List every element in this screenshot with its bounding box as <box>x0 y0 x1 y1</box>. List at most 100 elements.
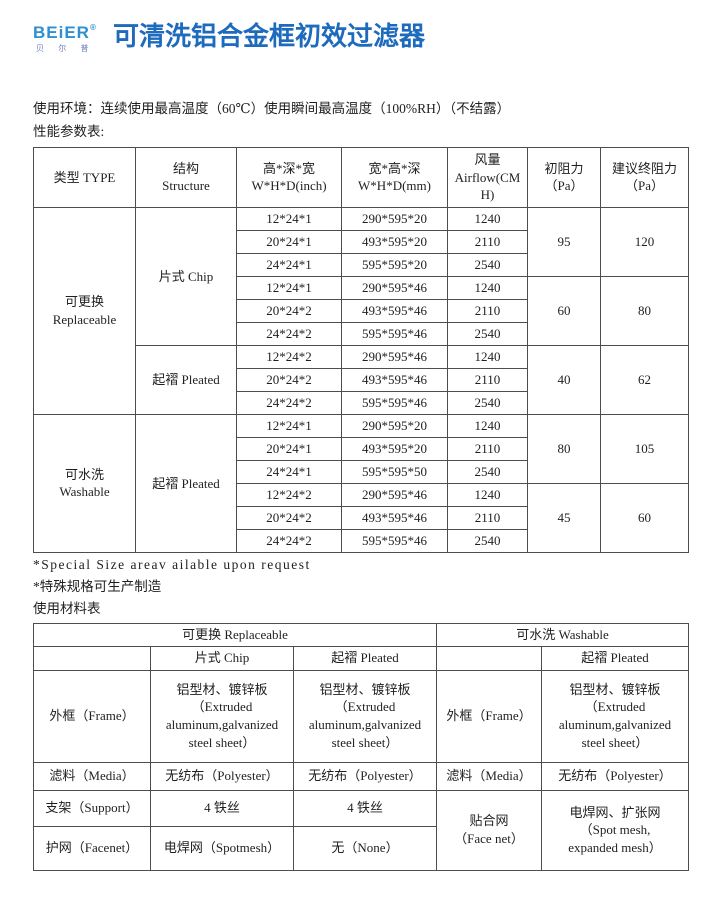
table-row: 24*24*2 595*595*46 2540 <box>34 528 689 553</box>
initial-resistance-cell: 95 <box>527 206 601 277</box>
media-label-right: 滤料（Media） <box>436 761 542 791</box>
size-inch-cell: 20*24*2 <box>236 367 342 392</box>
size-mm-cell: 595*595*20 <box>341 252 448 277</box>
structure-cell-pleated: 起褶 Pleated <box>135 344 237 415</box>
special-size-note-en: *Special Size areav ailable upon request <box>33 556 311 572</box>
header-initial-resistance: 初阻力 （Pa） <box>527 146 601 208</box>
initial-resistance-cell: 45 <box>527 482 601 553</box>
performance-table: 类型 TYPE 结构 Structure 高*深*宽 W*H*D(inch) 宽… <box>33 146 689 553</box>
washable-mesh-cell: 电焊网、扩张网 （Spot mesh, expanded mesh） <box>541 789 689 871</box>
support-pleated-cell: 4 铁丝 <box>293 789 437 827</box>
header-airflow: 风量 Airflow(CMH) <box>447 146 528 208</box>
subheader-empty-left <box>33 645 151 671</box>
airflow-cell: 2540 <box>447 528 528 553</box>
size-mm-cell: 290*595*20 <box>341 206 448 231</box>
structure-cell-chip: 片式 Chip <box>135 206 237 346</box>
size-mm-cell: 595*595*50 <box>341 459 448 484</box>
table-row: 可更换 Replaceable 片式 Chip 12*24*1 290*595*… <box>33 206 689 415</box>
size-inch-cell: 20*24*1 <box>236 229 342 254</box>
airflow-cell: 2540 <box>447 459 528 484</box>
size-inch-cell: 24*24*2 <box>236 528 342 553</box>
special-size-note-zh: *特殊规格可生产制造 <box>33 579 162 595</box>
size-mm-cell: 595*595*46 <box>341 321 448 346</box>
size-inch-cell: 20*24*1 <box>236 436 342 461</box>
brand-logo: BEiER® 贝 尔 普 <box>33 20 111 54</box>
subheader-pleated-left: 起褶 Pleated <box>293 645 437 671</box>
final-resistance-cell: 60 <box>600 482 689 553</box>
media-pleated-cell: 无纺布（Polyester） <box>293 761 437 791</box>
size-mm-cell: 595*595*46 <box>341 528 448 553</box>
airflow-cell: 2540 <box>447 321 528 346</box>
size-mm-cell: 493*595*46 <box>341 505 448 530</box>
brand-name: BEiER <box>33 23 90 42</box>
size-mm-cell: 493*595*46 <box>341 367 448 392</box>
size-mm-cell: 493*595*46 <box>341 298 448 323</box>
document-page: BEiER® 贝 尔 普 可清洗铝合金框初效过滤器 使用环境：连续使用最高温度（… <box>33 20 689 871</box>
size-inch-cell: 24*24*1 <box>236 459 342 484</box>
airflow-cell: 1240 <box>447 482 528 507</box>
final-resistance-cell: 62 <box>600 344 689 415</box>
facenet-merged-label: 贴合网 （Face net） <box>436 789 542 871</box>
brand-chinese-name: 贝 尔 普 <box>36 44 95 53</box>
material-table-label: 使用材料表 <box>33 601 101 617</box>
type-cell-washable: 可水洗 Washable <box>33 413 136 553</box>
page-title: 可清洗铝合金框初效过滤器 <box>113 21 426 51</box>
airflow-cell: 1240 <box>447 344 528 369</box>
initial-resistance-cell: 60 <box>527 275 601 346</box>
airflow-cell: 1240 <box>447 275 528 300</box>
table-row: 20*24*2 493*595*46 2110 <box>34 505 689 530</box>
subheader-empty-right <box>436 645 542 671</box>
media-label-left: 滤料（Media） <box>33 761 151 791</box>
table-row: 20*24*2 493*595*46 2110 <box>34 298 689 323</box>
frame-washable-cell: 铝型材、镀锌板 （Extruded aluminum,galvanized st… <box>541 669 689 763</box>
facenet-label: 护网（Facenet） <box>33 825 151 871</box>
support-label: 支架（Support） <box>33 789 151 827</box>
structure-cell-pleated-washable: 起褶 Pleated <box>135 413 237 553</box>
performance-table-header-row: 类型 TYPE 结构 Structure 高*深*宽 W*H*D(inch) 宽… <box>33 146 689 208</box>
airflow-cell: 2110 <box>447 436 528 461</box>
size-inch-cell: 24*24*2 <box>236 321 342 346</box>
header-structure: 结构 Structure <box>135 146 237 208</box>
airflow-cell: 2110 <box>447 505 528 530</box>
header-type: 类型 TYPE <box>33 146 136 208</box>
size-mm-cell: 290*595*46 <box>341 482 448 507</box>
frame-label-left: 外框（Frame） <box>33 669 151 763</box>
material-table: 可更换 Replaceable 可水洗 Washable 片式 Chip 起褶 … <box>33 622 689 871</box>
media-chip-cell: 无纺布（Polyester） <box>150 761 294 791</box>
performance-table-label: 性能参数表: <box>33 123 105 139</box>
initial-resistance-cell: 80 <box>527 413 601 484</box>
airflow-cell: 2110 <box>447 298 528 323</box>
table-row: 可水洗 Washable 起褶 Pleated 12*24*1 290*595*… <box>33 413 689 553</box>
media-washable-cell: 无纺布（Polyester） <box>541 761 689 791</box>
group-header-replaceable: 可更换 Replaceable <box>33 622 437 647</box>
header-size-inch: 高*深*宽 W*H*D(inch) <box>236 146 342 208</box>
airflow-cell: 1240 <box>447 413 528 438</box>
table-row: 滤料（Media） 无纺布（Polyester） 无纺布（Polyester） … <box>33 761 689 791</box>
size-inch-cell: 12*24*2 <box>236 344 342 369</box>
frame-label-right: 外框（Frame） <box>436 669 542 763</box>
facenet-chip-cell: 电焊网（Spotmesh） <box>150 825 294 871</box>
table-row: 24*24*1 595*595*20 2540 <box>34 252 689 277</box>
final-resistance-cell: 105 <box>600 413 689 484</box>
size-mm-cell: 493*595*20 <box>341 229 448 254</box>
final-resistance-cell: 80 <box>600 275 689 346</box>
material-group-header-row: 可更换 Replaceable 可水洗 Washable <box>33 622 689 647</box>
table-row: 20*24*1 493*595*20 2110 <box>34 436 689 461</box>
table-row: 护网（Facenet） 电焊网（Spotmesh） 无（None） <box>33 825 689 871</box>
header-size-mm: 宽*高*深 W*H*D(mm) <box>341 146 448 208</box>
type-cell-replaceable: 可更换 Replaceable <box>33 206 136 415</box>
final-resistance-cell: 120 <box>600 206 689 277</box>
airflow-cell: 2110 <box>447 229 528 254</box>
airflow-cell: 2540 <box>447 390 528 415</box>
size-inch-cell: 20*24*2 <box>236 298 342 323</box>
initial-resistance-cell: 40 <box>527 344 601 415</box>
size-inch-cell: 12*24*1 <box>236 206 342 231</box>
size-mm-cell: 290*595*46 <box>341 344 448 369</box>
facenet-pleated-cell: 无（None） <box>293 825 437 871</box>
airflow-cell: 2110 <box>447 367 528 392</box>
size-inch-cell: 24*24*1 <box>236 252 342 277</box>
size-mm-cell: 290*595*46 <box>341 275 448 300</box>
size-inch-cell: 12*24*2 <box>236 482 342 507</box>
usage-environment-note: 使用环境：连续使用最高温度（60℃）使用瞬间最高温度（100%RH）（不结露） <box>33 101 511 116</box>
table-row: 外框（Frame） 铝型材、镀锌板 （Extruded aluminum,gal… <box>33 669 689 763</box>
